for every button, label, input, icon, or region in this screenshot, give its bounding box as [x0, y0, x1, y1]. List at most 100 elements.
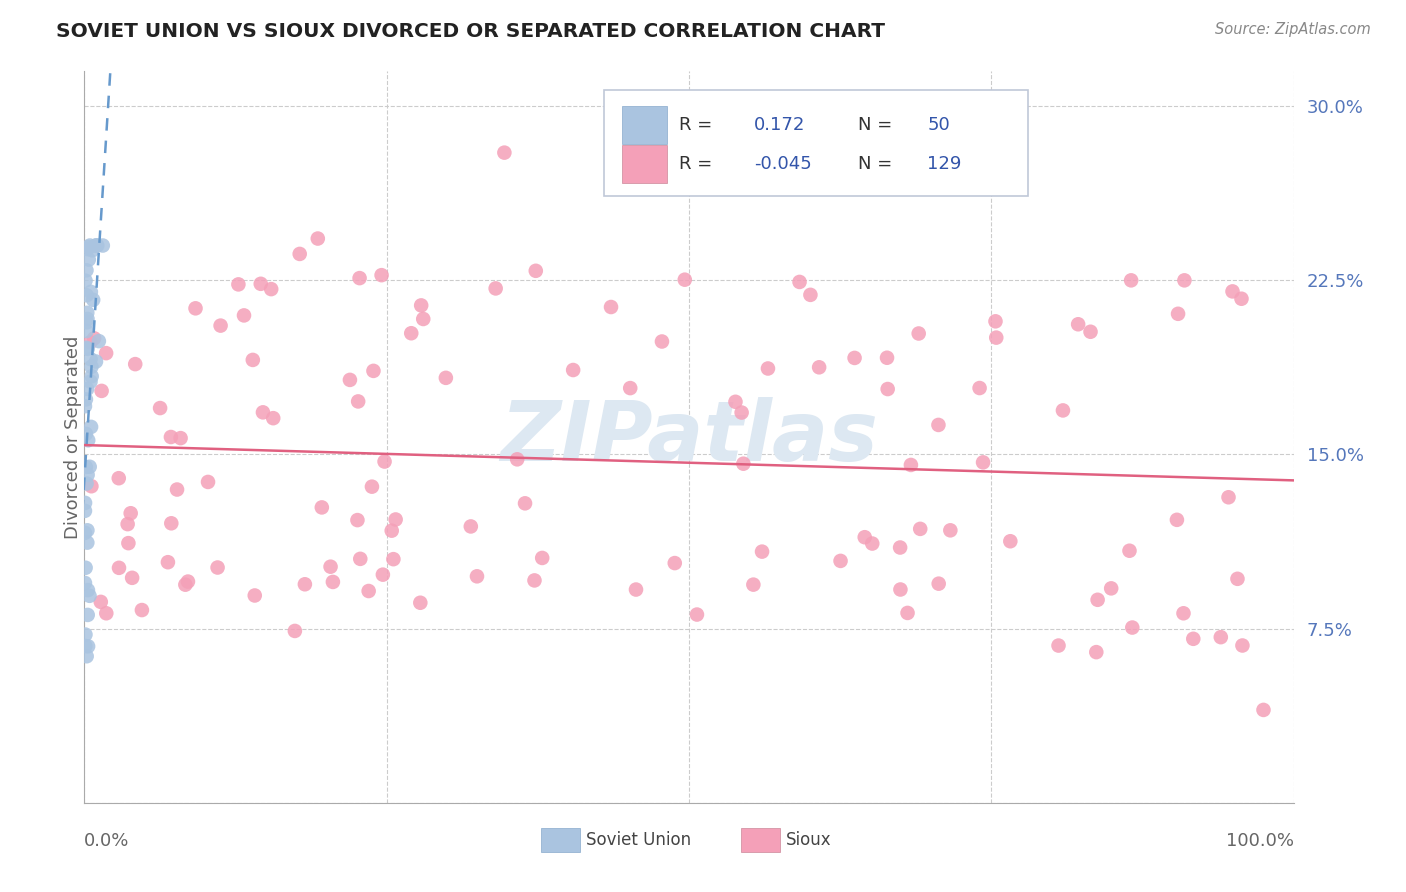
Point	[75, 426, 97, 441]
Point	[82, 244, 104, 258]
Point	[86, 238, 108, 252]
Point	[197, 475, 219, 489]
Point	[928, 576, 950, 591]
Point	[1173, 607, 1195, 621]
Point	[523, 574, 546, 588]
Point	[80, 369, 103, 384]
Point	[83, 331, 105, 345]
Point	[75, 263, 97, 277]
Point	[1052, 403, 1074, 417]
Point	[249, 277, 271, 291]
Point	[673, 273, 696, 287]
Point	[79, 352, 101, 367]
Point	[600, 300, 623, 314]
Point	[1000, 534, 1022, 549]
Point	[984, 314, 1007, 328]
Point	[75, 392, 97, 407]
Point	[751, 544, 773, 558]
Text: N =: N =	[858, 116, 893, 134]
Point	[927, 417, 949, 432]
Point	[844, 351, 866, 365]
Point	[624, 582, 647, 597]
Point	[1121, 621, 1143, 635]
Text: Sioux: Sioux	[786, 831, 831, 849]
Point	[76, 524, 98, 538]
Point	[412, 312, 434, 326]
Point	[76, 342, 98, 356]
Point	[319, 559, 342, 574]
Point	[896, 606, 918, 620]
Point	[243, 589, 266, 603]
Point	[184, 301, 207, 316]
Point	[73, 504, 96, 518]
Point	[174, 577, 197, 591]
Text: Source: ZipAtlas.com: Source: ZipAtlas.com	[1215, 22, 1371, 37]
Point	[311, 500, 333, 515]
Text: R =: R =	[679, 116, 713, 134]
Point	[411, 298, 433, 312]
Point	[87, 334, 110, 348]
Point	[169, 431, 191, 445]
Point	[252, 405, 274, 419]
Point	[76, 476, 98, 491]
Point	[80, 359, 103, 374]
Point	[651, 334, 673, 349]
Point	[82, 293, 104, 307]
Point	[228, 277, 250, 292]
Point	[789, 275, 811, 289]
Point	[876, 351, 898, 365]
Point	[382, 552, 405, 566]
Point	[742, 577, 765, 591]
Point	[96, 607, 118, 621]
Point	[1085, 645, 1108, 659]
Point	[371, 567, 394, 582]
Point	[347, 394, 370, 409]
Point	[84, 238, 107, 252]
Y-axis label: Divorced or Separated: Divorced or Separated	[65, 335, 82, 539]
Point	[294, 577, 316, 591]
Point	[349, 271, 371, 285]
Point	[260, 282, 283, 296]
Point	[108, 561, 131, 575]
Point	[76, 315, 98, 329]
Point	[1087, 592, 1109, 607]
Point	[117, 536, 139, 550]
Point	[370, 268, 392, 282]
Point	[177, 574, 200, 589]
Point	[76, 382, 98, 396]
Point	[80, 285, 103, 299]
Point	[79, 459, 101, 474]
Point	[1067, 318, 1090, 332]
Point	[76, 312, 98, 326]
Point	[346, 513, 368, 527]
Point	[76, 306, 98, 320]
Point	[969, 381, 991, 395]
Text: 0.0%: 0.0%	[84, 832, 129, 850]
Point	[889, 541, 911, 555]
Point	[262, 411, 284, 425]
Point	[1226, 572, 1249, 586]
Point	[121, 571, 143, 585]
Point	[1099, 582, 1122, 596]
Text: ZIPatlas: ZIPatlas	[501, 397, 877, 477]
Point	[562, 363, 585, 377]
Point	[79, 589, 101, 603]
Point	[1253, 703, 1275, 717]
Point	[77, 640, 100, 654]
Text: Soviet Union: Soviet Union	[586, 831, 692, 849]
Text: N =: N =	[858, 154, 893, 172]
Point	[1173, 273, 1195, 287]
Point	[73, 496, 96, 510]
Point	[76, 535, 98, 549]
Point	[399, 326, 422, 341]
Point	[1080, 325, 1102, 339]
Text: 0.172: 0.172	[754, 116, 806, 134]
Point	[1218, 490, 1240, 504]
Point	[90, 384, 112, 398]
Point	[233, 309, 256, 323]
Point	[207, 560, 229, 574]
Point	[73, 525, 96, 540]
Point	[664, 556, 686, 570]
Point	[76, 242, 98, 256]
Point	[156, 555, 179, 569]
